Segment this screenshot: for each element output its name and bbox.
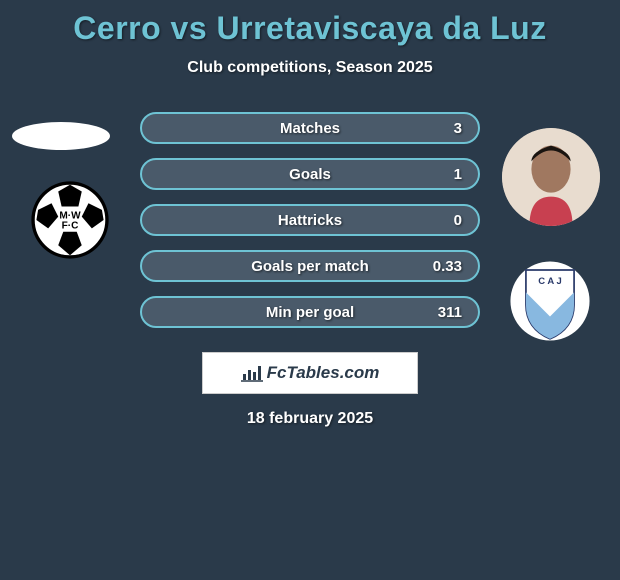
stat-row-min-per-goal: Min per goal 311 [140,296,480,328]
right-team-logo: C A J [500,258,600,344]
stat-value: 3 [454,120,462,137]
stat-label: Min per goal [266,304,354,321]
stat-label: Matches [280,120,340,137]
stat-row-hattricks: Hattricks 0 [140,204,480,236]
right-player-photo [502,128,600,226]
stat-value: 0 [454,212,462,229]
stat-value: 311 [438,304,462,321]
stat-label: Goals [289,166,331,183]
watermark: FcTables.com [202,352,418,394]
left-team-placeholder [12,122,110,150]
stat-label: Goals per match [251,258,369,275]
left-team-logo: M·W F·C [20,178,120,262]
svg-text:F·C: F·C [62,220,79,231]
stat-label: Hattricks [278,212,342,229]
stat-value: 1 [454,166,462,183]
svg-text:C A J: C A J [538,276,561,287]
subtitle: Club competitions, Season 2025 [0,59,620,77]
date-text: 18 february 2025 [247,410,373,428]
stat-value: 0.33 [433,258,462,275]
chart-icon [241,364,263,382]
stat-row-matches: Matches 3 [140,112,480,144]
watermark-text: FcTables.com [267,363,380,383]
stat-row-goals: Goals 1 [140,158,480,190]
stat-row-goals-per-match: Goals per match 0.33 [140,250,480,282]
page-title: Cerro vs Urretaviscaya da Luz [0,0,620,47]
